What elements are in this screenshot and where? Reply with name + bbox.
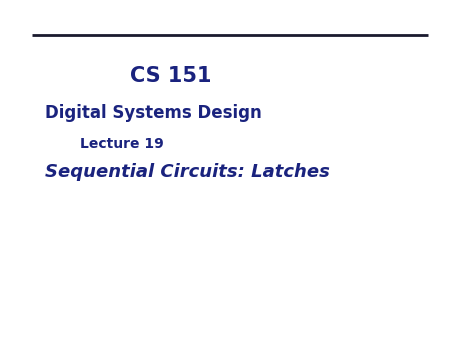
Text: CS 151: CS 151 xyxy=(130,66,212,86)
Text: Sequential Circuits: Latches: Sequential Circuits: Latches xyxy=(45,163,330,182)
Text: Digital Systems Design: Digital Systems Design xyxy=(45,104,262,122)
Text: Lecture 19: Lecture 19 xyxy=(80,137,163,151)
